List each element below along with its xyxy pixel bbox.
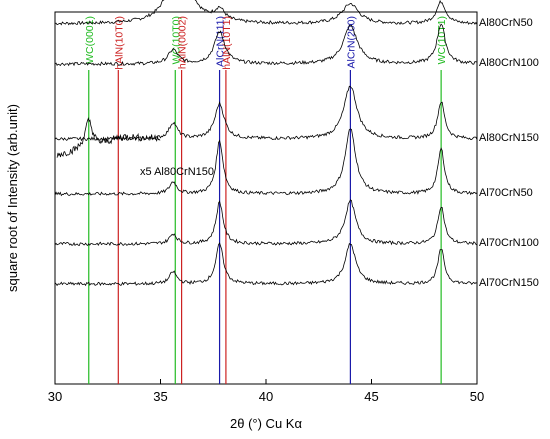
sample-labels: Al80CrN50 Al80CrN100 Al80CrN150 Al70CrN50 Al… [479, 17, 539, 289]
y-axis-title: square root of Intensity (arb.unit) [5, 104, 20, 292]
sample-label-al70crn50: Al70CrN50 [479, 187, 533, 199]
x-tick-label: 35 [153, 389, 167, 404]
ref-label-alcrn-200: AlCrN(200) [345, 16, 357, 69]
ref-label-haln-10t1: hAlN(10T1) [221, 16, 233, 70]
ref-label-alcrn-111: AlCrN(111) [215, 16, 227, 67]
reference-lines: WC(0001) hAlN(10T0) WC(10T0)hAlN(0002) AlCr… [84, 16, 448, 384]
inset-x5-trace [56, 117, 161, 158]
ref-label-wc-10t1: WC(10T1) [436, 16, 448, 64]
x-tick-label: 40 [259, 389, 273, 404]
trace-al80crn100 [54, 23, 478, 67]
sample-label-al80crn50: Al80CrN50 [479, 17, 533, 29]
sample-label-al80crn100: Al80CrN100 [479, 57, 539, 69]
ref-label-wc-10t0: WC(10T0) [170, 16, 182, 64]
trace-al80crn50 [54, 0, 478, 26]
sample-label-al70crn100: Al70CrN100 [479, 237, 539, 249]
diffraction-traces [54, 0, 478, 287]
trace-al70crn150 [54, 242, 478, 287]
x-tick-label: 45 [364, 389, 378, 404]
x-axis-title: 2θ (°) Cu Kα [230, 416, 302, 431]
sample-label-al70crn150: Al70CrN150 [479, 277, 539, 289]
trace-al80crn150 [54, 85, 478, 142]
ref-label-haln-10t0: hAlN(10T0) [113, 16, 125, 70]
ref-label-wc-0001: WC(0001) [84, 16, 96, 64]
trace-al70crn50 [54, 128, 478, 197]
sample-label-al80crn150: Al80CrN150 [479, 132, 539, 144]
ref-label-haln-0002: hAlN(0002) [177, 16, 189, 69]
x-tick-label: 50 [470, 389, 484, 404]
inset-trace [56, 117, 161, 158]
x-axis-ticks: 30 35 40 45 50 [48, 379, 484, 404]
trace-al70crn100 [54, 199, 478, 247]
inset-label: x5 Al80CrN150 [140, 166, 214, 178]
x-tick-label: 30 [48, 389, 62, 404]
